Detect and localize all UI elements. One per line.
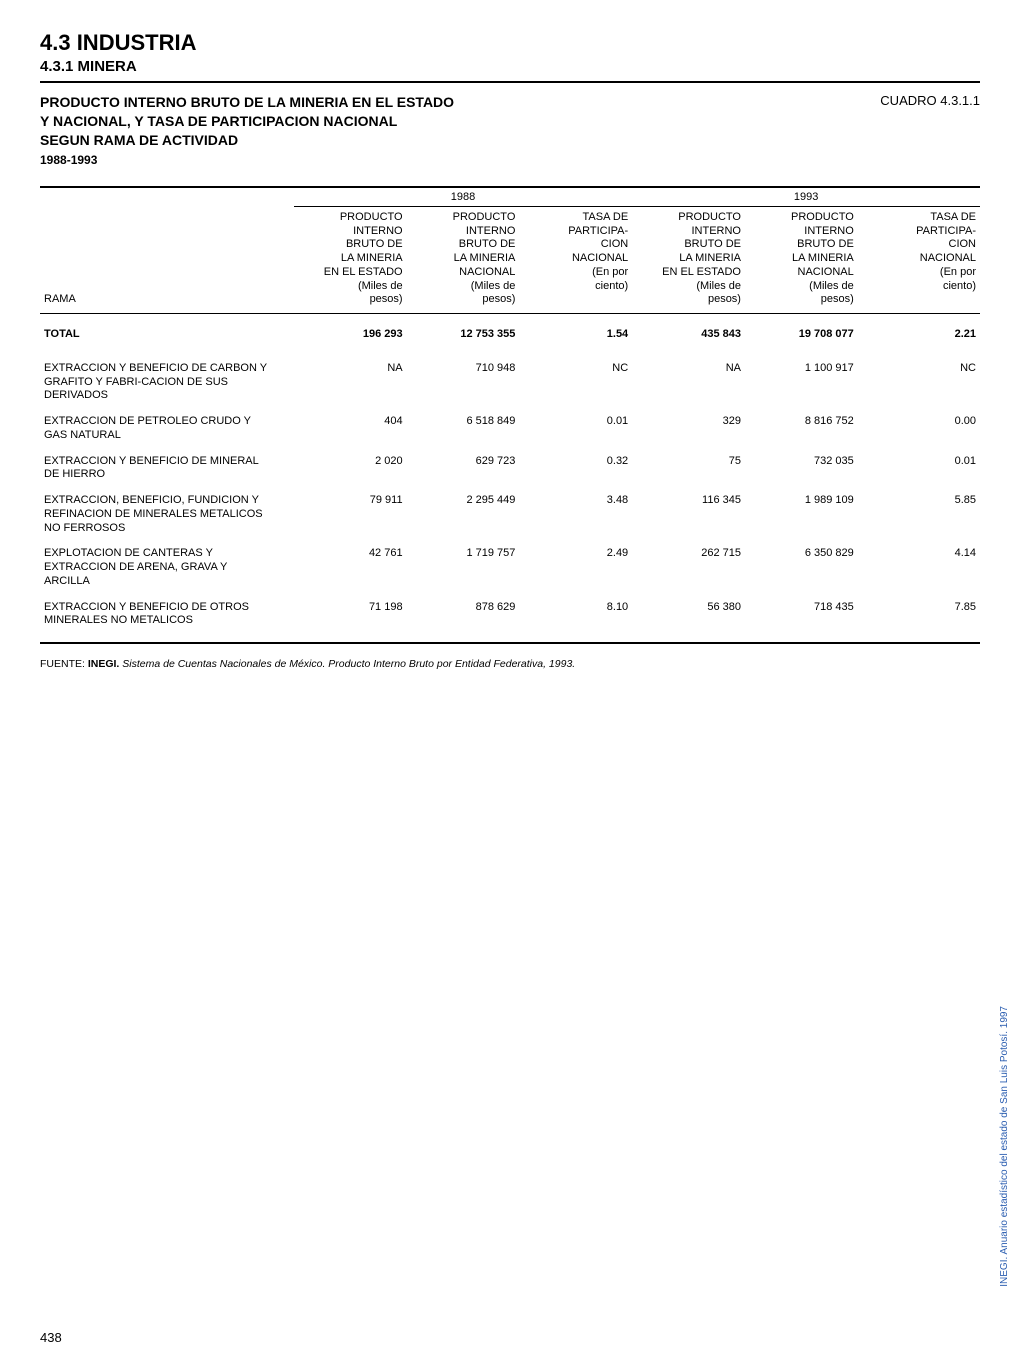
table-cell: 629 723: [407, 449, 520, 489]
table-cell: 42 761: [294, 541, 407, 594]
table-cell: 2.21: [858, 314, 980, 356]
table-cell: EXTRACCION Y BENEFICIO DE OTROS MINERALE…: [40, 595, 294, 644]
table-cell: 1.54: [519, 314, 632, 356]
table-cell: 116 345: [632, 488, 745, 541]
table-cell: EXTRACCION DE PETROLEO CRUDO Y GAS NATUR…: [40, 409, 294, 449]
table-cell: 2 020: [294, 449, 407, 489]
title-line-2: Y NACIONAL, Y TASA DE PARTICIPACION NACI…: [40, 112, 454, 131]
year-1988: 1988: [294, 187, 632, 207]
table-cell: 2.49: [519, 541, 632, 594]
table-cell: NA: [294, 356, 407, 409]
table-cell: 75: [632, 449, 745, 489]
header-row: PRODUCTO INTERNO BRUTO DE LA MINERIA EN …: [40, 93, 980, 168]
table-cell: 0.00: [858, 409, 980, 449]
col-rama: RAMA: [40, 206, 294, 313]
table-row: EXPLOTACION DE CANTERAS Y EXTRACCION DE …: [40, 541, 980, 594]
table-cell: 404: [294, 409, 407, 449]
table-cell: 262 715: [632, 541, 745, 594]
side-text: INEGI. Anuario estadístico del estado de…: [999, 1006, 1010, 1287]
table-cell: 6 350 829: [745, 541, 858, 594]
table-cell: 4.14: [858, 541, 980, 594]
col-prod-nacional-88: PRODUCTOINTERNOBRUTO DELA MINERIANACIONA…: [407, 206, 520, 313]
table-cell: 732 035: [745, 449, 858, 489]
section-title: 4.3 INDUSTRIA: [40, 30, 980, 56]
table-row: EXTRACCION DE PETROLEO CRUDO Y GAS NATUR…: [40, 409, 980, 449]
col-tasa-93: TASA DEPARTICIPA-CIONNACIONAL(En porcien…: [858, 206, 980, 313]
title-years: 1988-1993: [40, 152, 454, 168]
col-tasa-88: TASA DEPARTICIPA-CIONNACIONAL(En porcien…: [519, 206, 632, 313]
table-cell: NC: [858, 356, 980, 409]
table-cell: NA: [632, 356, 745, 409]
table-cell: TOTAL: [40, 314, 294, 356]
fuente-prefix: FUENTE:: [40, 658, 88, 670]
col-prod-nacional-93: PRODUCTOINTERNOBRUTO DELA MINERIANACIONA…: [745, 206, 858, 313]
table-cell: 0.01: [858, 449, 980, 489]
table-cell: 79 911: [294, 488, 407, 541]
table-cell: 19 708 077: [745, 314, 858, 356]
table-cell: 7.85: [858, 595, 980, 644]
table-row: EXTRACCION Y BENEFICIO DE MINERAL DE HIE…: [40, 449, 980, 489]
fuente-bold: INEGI.: [88, 658, 120, 670]
table-cell: 718 435: [745, 595, 858, 644]
table-cell: 56 380: [632, 595, 745, 644]
table-title-block: PRODUCTO INTERNO BRUTO DE LA MINERIA EN …: [40, 93, 454, 168]
table-cell: 2 295 449: [407, 488, 520, 541]
table-cell: 1 989 109: [745, 488, 858, 541]
fuente-italic: Sistema de Cuentas Nacionales de México.…: [119, 658, 575, 670]
table-cell: EXTRACCION Y BENEFICIO DE MINERAL DE HIE…: [40, 449, 294, 489]
table-row: EXTRACCION, BENEFICIO, FUNDICION Y REFIN…: [40, 488, 980, 541]
table-cell: 196 293: [294, 314, 407, 356]
table-cell: 0.32: [519, 449, 632, 489]
table-cell: 710 948: [407, 356, 520, 409]
table-cell: EXPLOTACION DE CANTERAS Y EXTRACCION DE …: [40, 541, 294, 594]
table-cell: EXTRACCION, BENEFICIO, FUNDICION Y REFIN…: [40, 488, 294, 541]
table-cell: 5.85: [858, 488, 980, 541]
table-row: TOTAL196 29312 753 3551.54435 84319 708 …: [40, 314, 980, 356]
table-cell: NC: [519, 356, 632, 409]
table-cell: 71 198: [294, 595, 407, 644]
table-row: EXTRACCION Y BENEFICIO DE CARBON Y GRAFI…: [40, 356, 980, 409]
page-number: 438: [40, 1330, 62, 1345]
table-cell: 878 629: [407, 595, 520, 644]
table-row: EXTRACCION Y BENEFICIO DE OTROS MINERALE…: [40, 595, 980, 644]
year-1993: 1993: [632, 187, 980, 207]
table-cell: 1 719 757: [407, 541, 520, 594]
title-line-1: PRODUCTO INTERNO BRUTO DE LA MINERIA EN …: [40, 93, 454, 112]
section-subtitle: 4.3.1 MINERA: [40, 58, 980, 75]
table-header-labels: RAMA PRODUCTOINTERNOBRUTO DELA MINERIAEN…: [40, 206, 980, 313]
table-body: TOTAL196 29312 753 3551.54435 84319 708 …: [40, 314, 980, 644]
table-cell: 0.01: [519, 409, 632, 449]
table-year-row: 1988 1993: [40, 187, 980, 207]
table-cell: 8 816 752: [745, 409, 858, 449]
fuente: FUENTE: INEGI. Sistema de Cuentas Nacion…: [40, 658, 980, 670]
table-cell: 3.48: [519, 488, 632, 541]
title-line-3: SEGUN RAMA DE ACTIVIDAD: [40, 131, 454, 150]
table-cell: 329: [632, 409, 745, 449]
table-cell: 1 100 917: [745, 356, 858, 409]
data-table: 1988 1993 RAMA PRODUCTOINTERNOBRUTO DELA…: [40, 186, 980, 644]
table-cell: 6 518 849: [407, 409, 520, 449]
table-cell: 12 753 355: [407, 314, 520, 356]
table-cell: 8.10: [519, 595, 632, 644]
cuadro-label: CUADRO 4.3.1.1: [880, 93, 980, 108]
table-cell: EXTRACCION Y BENEFICIO DE CARBON Y GRAFI…: [40, 356, 294, 409]
divider: [40, 81, 980, 83]
table-cell: 435 843: [632, 314, 745, 356]
col-prod-estado-93: PRODUCTOINTERNOBRUTO DELA MINERIAEN EL E…: [632, 206, 745, 313]
col-prod-estado-88: PRODUCTOINTERNOBRUTO DELA MINERIAEN EL E…: [294, 206, 407, 313]
